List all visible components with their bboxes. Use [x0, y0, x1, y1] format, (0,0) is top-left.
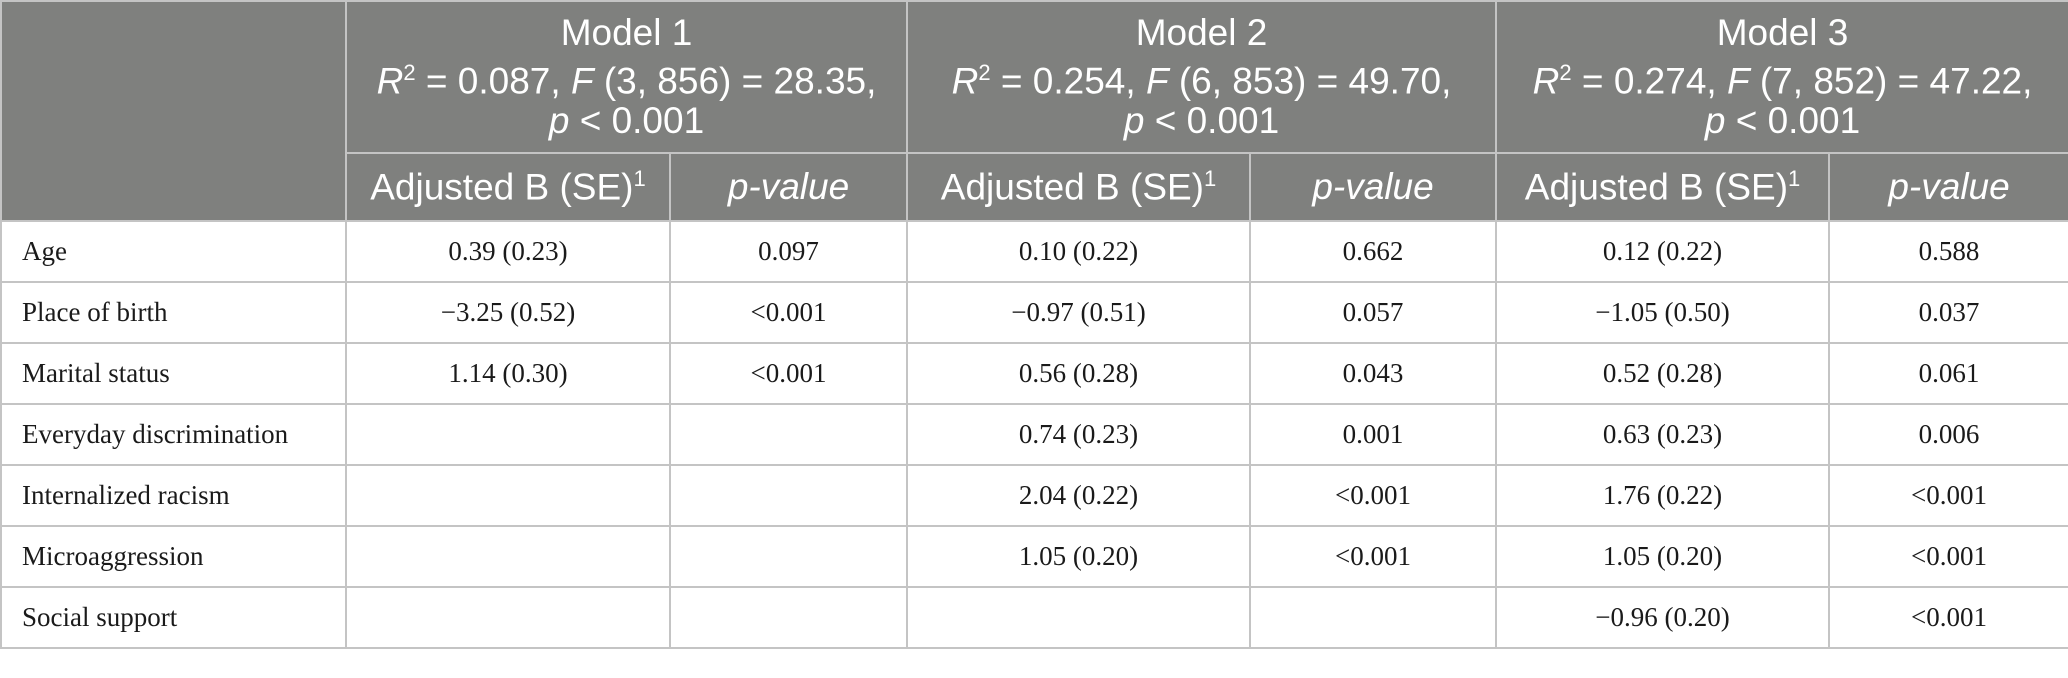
table-cell: 0.061: [1828, 342, 2068, 405]
table-cell: −0.97 (0.51): [906, 281, 1252, 344]
table-cell: 0.63 (0.23): [1495, 403, 1831, 466]
table-cell: [668, 464, 909, 527]
table-cell: 1.05 (0.20): [1495, 525, 1831, 588]
table-cell: [906, 586, 1252, 649]
table-cell: 2.04 (0.22): [906, 464, 1252, 527]
table-cell: [668, 403, 909, 466]
model-3-coef-header: Adjusted B (SE)1: [1495, 152, 1831, 222]
table-cell: 0.662: [1249, 220, 1498, 283]
model-2-coef-header: Adjusted B (SE)1: [906, 152, 1252, 222]
table-cell: <0.001: [1828, 586, 2068, 649]
table-cell: <0.001: [668, 342, 909, 405]
table-row: Social support −0.96 (0.20) <0.001: [0, 586, 2068, 649]
table-cell: <0.001: [1249, 525, 1498, 588]
table-cell: [345, 464, 671, 527]
table-cell: 0.74 (0.23): [906, 403, 1252, 466]
model-2-p-line: p < 0.001: [1123, 100, 1280, 142]
row-label: Internalized racism: [0, 464, 347, 527]
model-3-header: Model 3 R2 = 0.274, F (7, 852) = 47.22, …: [1495, 0, 2068, 154]
row-label: Everyday discrimination: [0, 403, 347, 466]
model-1-header: Model 1 R2 = 0.087, F (3, 856) = 28.35, …: [344, 0, 909, 154]
table-cell: 1.14 (0.30): [345, 342, 671, 405]
table-cell: −1.05 (0.50): [1495, 281, 1831, 344]
row-label: Place of birth: [0, 281, 347, 344]
table-cell: 0.097: [668, 220, 909, 283]
table-cell: 0.006: [1828, 403, 2068, 466]
table-row: Microaggression 1.05 (0.20) <0.001 1.05 …: [0, 525, 2068, 588]
table-cell: 0.56 (0.28): [906, 342, 1252, 405]
model-1-p: < 0.001: [579, 100, 705, 142]
table-cell: 0.10 (0.22): [906, 220, 1252, 283]
model-3-r2: 0.274: [1613, 60, 1707, 102]
table-cell: <0.001: [1828, 525, 2068, 588]
table-row: Everyday discrimination 0.74 (0.23) 0.00…: [0, 403, 2068, 466]
corner-cell: [0, 0, 347, 222]
table-cell: <0.001: [1249, 464, 1498, 527]
model-3-pvalue-header: p-value: [1828, 152, 2068, 222]
table-cell: 0.12 (0.22): [1495, 220, 1831, 283]
table-cell: [345, 403, 671, 466]
model-3-p-line: p < 0.001: [1704, 100, 1861, 142]
table-cell: <0.001: [1828, 464, 2068, 527]
table-cell: 0.39 (0.23): [345, 220, 671, 283]
table-cell: 0.037: [1828, 281, 2068, 344]
model-3-f: 47.22: [1929, 60, 2023, 102]
table-row: Age 0.39 (0.23) 0.097 0.10 (0.22) 0.662 …: [0, 220, 2068, 283]
model-2-name: Model 2: [1135, 11, 1268, 53]
table-row: Internalized racism 2.04 (0.22) <0.001 1…: [0, 464, 2068, 527]
model-2-p: < 0.001: [1154, 100, 1280, 142]
table-cell: 0.043: [1249, 342, 1498, 405]
table-cell: −3.25 (0.52): [345, 281, 671, 344]
table-cell: [668, 586, 909, 649]
model-3-name: Model 3: [1716, 11, 1849, 53]
regression-table: Model 1 R2 = 0.087, F (3, 856) = 28.35, …: [0, 0, 2068, 649]
model-1-r2: 0.087: [457, 60, 551, 102]
model-1-coef-header: Adjusted B (SE)1: [345, 152, 671, 222]
model-1-df: (3, 856): [603, 60, 732, 102]
table-cell: [668, 525, 909, 588]
table-row: Marital status 1.14 (0.30) <0.001 0.56 (…: [0, 342, 2068, 405]
model-1-stats: R2 = 0.087, F (3, 856) = 28.35,: [376, 59, 877, 102]
model-2-r2: 0.254: [1032, 60, 1126, 102]
model-2-df: (6, 853): [1178, 60, 1307, 102]
model-1-pvalue-header: p-value: [668, 152, 909, 222]
model-2-pvalue-header: p-value: [1249, 152, 1498, 222]
row-label: Social support: [0, 586, 347, 649]
model-2-header: Model 2 R2 = 0.254, F (6, 853) = 49.70, …: [906, 0, 1498, 154]
table-cell: [345, 525, 671, 588]
model-1-name: Model 1: [560, 11, 693, 53]
table-cell: 0.001: [1249, 403, 1498, 466]
model-1-f: 28.35: [773, 60, 867, 102]
model-1-p-line: p < 0.001: [548, 100, 705, 142]
table-cell: 0.057: [1249, 281, 1498, 344]
table-cell: [1249, 586, 1498, 649]
row-label: Marital status: [0, 342, 347, 405]
model-header-row: Model 1 R2 = 0.087, F (3, 856) = 28.35, …: [0, 0, 2068, 222]
table-cell: 0.588: [1828, 220, 2068, 283]
model-3-p: < 0.001: [1735, 100, 1861, 142]
table-row: Place of birth −3.25 (0.52) <0.001 −0.97…: [0, 281, 2068, 344]
model-2-stats: R2 = 0.254, F (6, 853) = 49.70,: [951, 59, 1452, 102]
model-3-df: (7, 852): [1759, 60, 1888, 102]
table-cell: −0.96 (0.20): [1495, 586, 1831, 649]
row-label: Age: [0, 220, 347, 283]
table-cell: 0.52 (0.28): [1495, 342, 1831, 405]
column-header-row: Adjusted B (SE)1 p-value Adjusted B (SE)…: [1, 152, 2068, 222]
table-cell: [345, 586, 671, 649]
model-2-f: 49.70: [1348, 60, 1442, 102]
table-cell: 1.05 (0.20): [906, 525, 1252, 588]
table-cell: 1.76 (0.22): [1495, 464, 1831, 527]
table-cell: <0.001: [668, 281, 909, 344]
row-label: Microaggression: [0, 525, 347, 588]
model-3-stats: R2 = 0.274, F (7, 852) = 47.22,: [1532, 59, 2033, 102]
